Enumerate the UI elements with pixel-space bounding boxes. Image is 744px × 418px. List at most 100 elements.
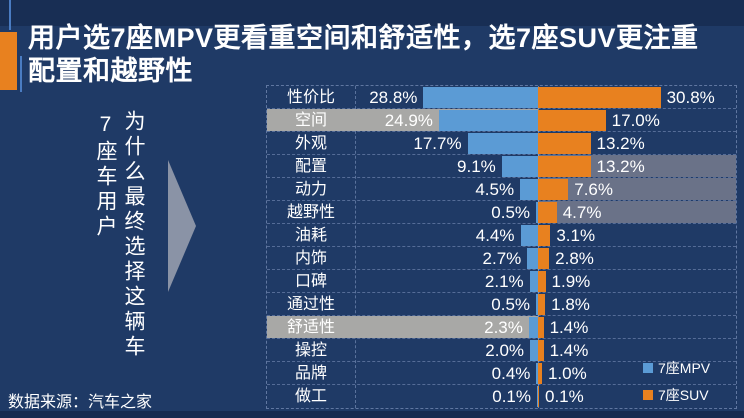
suv-value-label: 7.6% bbox=[574, 180, 613, 199]
label-column-divider bbox=[355, 86, 356, 408]
suv-value-label: 2.8% bbox=[555, 249, 594, 268]
category-label: 性价比 bbox=[286, 89, 335, 106]
suv-bar bbox=[538, 179, 569, 200]
suv-value-label: 3.1% bbox=[556, 226, 596, 245]
chart-row-9: 口碑 2.1% 1.9% bbox=[267, 270, 736, 293]
category-label: 内饰 bbox=[294, 250, 327, 267]
chart-row-8: 内饰 2.7% 2.8% bbox=[267, 247, 736, 270]
mpv-value-label: 2.7% bbox=[482, 249, 522, 268]
mpv-bar bbox=[527, 248, 538, 269]
vertical-label-subject: 7座车用户 bbox=[94, 113, 117, 240]
mpv-value-label: 2.3% bbox=[484, 318, 523, 337]
center-axis-line bbox=[538, 86, 539, 408]
suv-value-label: 0.1% bbox=[545, 387, 584, 406]
mpv-bar bbox=[467, 133, 538, 154]
mpv-bar bbox=[536, 363, 538, 384]
suv-bar bbox=[538, 317, 544, 338]
mpv-bar bbox=[423, 87, 538, 108]
suv-value-label: 17.0% bbox=[611, 111, 660, 130]
chart-row-5: 动力 4.5% 7.6% bbox=[267, 178, 736, 201]
suv-color-swatch-icon bbox=[643, 390, 653, 400]
legend-item-suv: 7座SUV bbox=[643, 385, 710, 405]
chart-row-10: 通过性 0.5% 1.8% bbox=[267, 293, 736, 316]
suv-value-label: 1.9% bbox=[551, 272, 591, 291]
suv-value-label: 1.4% bbox=[549, 318, 589, 337]
mpv-value-label: 4.4% bbox=[475, 226, 515, 245]
chart-row-11: 舒适性 2.3% 1.4% bbox=[267, 316, 736, 339]
chart-row-12: 操控 2.0% 1.4% bbox=[267, 339, 736, 362]
mpv-bar bbox=[520, 179, 538, 200]
chart-rows: 性价比 28.8% 30.8% 空间 24.9% 17.0% 外观 17.7% 13.2% 配置 9… bbox=[267, 86, 736, 408]
chart-row-7: 油耗 4.4% 3.1% bbox=[267, 224, 736, 247]
mpv-bar bbox=[536, 202, 538, 223]
suv-value-label: 1.8% bbox=[551, 295, 590, 314]
mpv-bar bbox=[501, 156, 538, 177]
suv-value-label: 1.0% bbox=[547, 364, 587, 383]
top-decoration-strip bbox=[0, 0, 744, 26]
mpv-value-label: 0.1% bbox=[492, 387, 531, 406]
mpv-value-label: 28.8% bbox=[369, 88, 418, 107]
chart-row-3: 外观 17.7% 13.2% bbox=[267, 132, 736, 155]
suv-value-label: 13.2% bbox=[596, 134, 645, 153]
suv-bar bbox=[538, 156, 591, 177]
mpv-bar bbox=[529, 271, 538, 292]
mpv-bar bbox=[528, 317, 538, 338]
chart-row-4: 配置 9.1% 13.2% bbox=[267, 155, 736, 178]
chart-row-2: 空间 24.9% 17.0% bbox=[267, 109, 736, 132]
mpv-value-label: 4.5% bbox=[475, 180, 515, 199]
suv-bar bbox=[538, 363, 542, 384]
mpv-value-label: 0.4% bbox=[491, 364, 531, 383]
decorative-line-icon bbox=[9, 0, 11, 30]
suv-bar bbox=[538, 248, 550, 269]
arrow-right-icon bbox=[168, 160, 196, 292]
legend-label-mpv: 7座MPV bbox=[658, 360, 711, 376]
category-label: 外观 bbox=[294, 135, 327, 152]
suv-side-highlight-band bbox=[538, 178, 736, 200]
suv-bar bbox=[538, 386, 539, 407]
title-accent-bar bbox=[0, 32, 17, 90]
suv-side-highlight-band bbox=[538, 201, 736, 223]
mpv-bar bbox=[520, 225, 538, 246]
category-label: 操控 bbox=[294, 342, 327, 359]
vertical-label-question: 为什么最终选择这辆车 bbox=[122, 110, 145, 360]
title-line-2: 配置和越野性 bbox=[28, 56, 193, 86]
chart-row-13: 品牌 0.4% 1.0% bbox=[267, 362, 736, 385]
mpv-value-label: 0.5% bbox=[491, 203, 531, 222]
bottom-decoration-strip bbox=[0, 411, 744, 418]
suv-value-label: 13.2% bbox=[596, 157, 645, 176]
category-label: 空间 bbox=[294, 112, 327, 129]
suv-bar bbox=[538, 340, 544, 361]
category-label: 口碑 bbox=[294, 273, 327, 290]
suv-bar bbox=[538, 225, 551, 246]
suv-bar bbox=[538, 87, 661, 108]
suv-bar bbox=[538, 271, 546, 292]
category-label: 动力 bbox=[294, 181, 327, 198]
suv-bar bbox=[538, 133, 591, 154]
suv-value-label: 30.8% bbox=[666, 88, 715, 107]
category-label: 配置 bbox=[294, 158, 327, 175]
chart-row-6: 越野性 0.5% 4.7% bbox=[267, 201, 736, 224]
mpv-value-label: 9.1% bbox=[457, 157, 496, 176]
suv-bar bbox=[538, 202, 557, 223]
category-label: 舒适性 bbox=[286, 319, 335, 336]
title-line-1: 用户选7座MPV更看重空间和舒适性，选7座SUV更注重 bbox=[28, 23, 699, 53]
mpv-bar bbox=[530, 340, 538, 361]
suv-bar bbox=[538, 294, 546, 315]
chart-row-14: 做工 0.1% 0.1% bbox=[267, 385, 736, 408]
mpv-value-label: 17.7% bbox=[413, 134, 462, 153]
category-label: 油耗 bbox=[294, 227, 327, 244]
category-label: 做工 bbox=[294, 388, 327, 405]
chart-legend: 7座MPV 7座SUV bbox=[643, 358, 710, 405]
chart-row-1: 性价比 28.8% 30.8% bbox=[267, 86, 736, 109]
category-label: 通过性 bbox=[286, 296, 335, 313]
suv-value-label: 4.7% bbox=[562, 203, 602, 222]
mpv-value-label: 2.0% bbox=[485, 341, 525, 360]
mpv-bar bbox=[537, 386, 538, 407]
suv-value-label: 1.4% bbox=[549, 341, 589, 360]
data-source: 数据来源：汽车之家 bbox=[8, 394, 153, 411]
mpv-bar bbox=[438, 110, 538, 131]
category-label: 品牌 bbox=[294, 365, 327, 382]
page-title: 用户选7座MPV更看重空间和舒适性，选7座SUV更注重 配置和越野性 bbox=[28, 22, 734, 88]
legend-item-mpv: 7座MPV bbox=[643, 358, 710, 378]
suv-bar bbox=[538, 110, 606, 131]
